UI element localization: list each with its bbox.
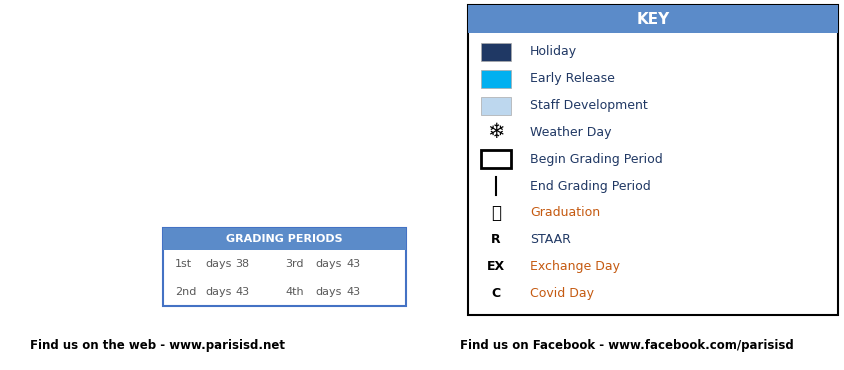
Text: GRADING PERIODS: GRADING PERIODS — [226, 234, 343, 244]
Text: Holiday: Holiday — [530, 45, 577, 58]
Text: EX: EX — [487, 260, 505, 273]
Text: Begin Grading Period: Begin Grading Period — [530, 153, 663, 166]
Text: Graduation: Graduation — [530, 206, 600, 219]
Bar — [481, 150, 511, 168]
Text: R: R — [491, 233, 500, 246]
Text: 3rd: 3rd — [285, 259, 304, 269]
Text: Find us on Facebook - www.facebook.com/parisisd: Find us on Facebook - www.facebook.com/p… — [460, 339, 793, 352]
Bar — [481, 70, 511, 88]
Text: days: days — [315, 259, 341, 269]
Text: 43: 43 — [235, 287, 249, 297]
Text: Find us on the web - www.parisisd.net: Find us on the web - www.parisisd.net — [30, 339, 285, 352]
Text: Exchange Day: Exchange Day — [530, 260, 620, 273]
Bar — [481, 43, 511, 61]
Text: Staff Development: Staff Development — [530, 99, 647, 112]
Text: 43: 43 — [346, 287, 360, 297]
Text: 2nd: 2nd — [175, 287, 197, 297]
Text: days: days — [205, 287, 231, 297]
Text: Early Release: Early Release — [530, 72, 615, 85]
Text: STAAR: STAAR — [530, 233, 571, 246]
Bar — [163, 228, 406, 250]
Text: C: C — [491, 287, 500, 300]
Bar — [163, 228, 406, 306]
Text: 4th: 4th — [285, 287, 304, 297]
Text: ❄: ❄ — [487, 122, 505, 142]
Text: 🎓: 🎓 — [491, 204, 501, 222]
Text: Covid Day: Covid Day — [530, 287, 594, 300]
Bar — [468, 5, 838, 315]
Text: End Grading Period: End Grading Period — [530, 179, 651, 193]
Text: 1st: 1st — [175, 259, 192, 269]
Bar — [481, 97, 511, 114]
Text: KEY: KEY — [636, 11, 669, 27]
Text: 43: 43 — [346, 259, 360, 269]
Bar — [468, 5, 838, 33]
Text: days: days — [205, 259, 231, 269]
Text: days: days — [315, 287, 341, 297]
Text: 38: 38 — [235, 259, 249, 269]
Text: Weather Day: Weather Day — [530, 126, 612, 139]
